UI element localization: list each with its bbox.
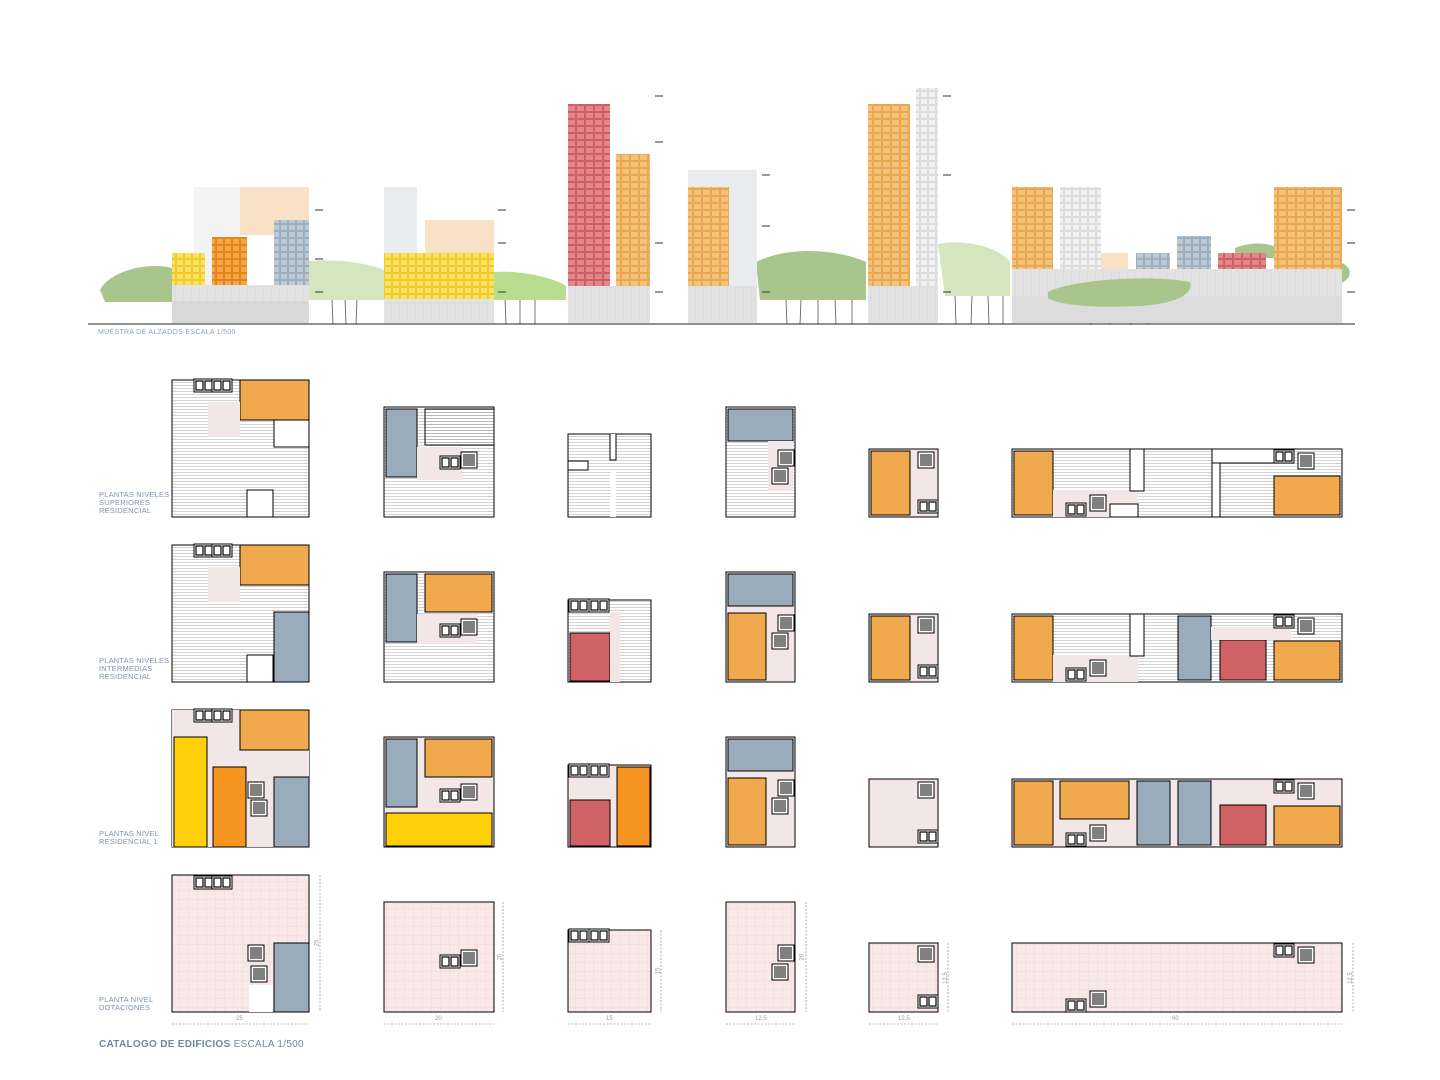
dim-height-1: 25 xyxy=(314,939,321,947)
dimension-lines xyxy=(172,875,1354,1025)
catalog-title-bold: CATALOGO DE EDIFICIOS xyxy=(99,1039,231,1050)
elevation-caption: MUESTRA DE ALZADOS ESCALA 1/500 xyxy=(98,329,236,336)
dim-height-5: 12,5 xyxy=(942,972,949,984)
plan-col4-intermediate xyxy=(725,571,796,683)
dim-width-5: 12,5 xyxy=(898,1016,910,1022)
elevation-sample xyxy=(88,88,1355,325)
plan-col3-facilities xyxy=(567,928,652,1013)
dim-height-4: 20 xyxy=(799,953,806,961)
dim-width-3: 15 xyxy=(606,1016,613,1022)
plan-col6-facilities xyxy=(1011,942,1343,1013)
plan-col2-upper xyxy=(383,406,495,518)
row-label-intermediate: PLANTAS NIVELES INTERMEDIAS RESIDENCIAL xyxy=(99,656,170,682)
plan-col2-res1 xyxy=(383,736,495,848)
dim-height-3: 15 xyxy=(655,967,662,975)
dim-height-6: 12,5 xyxy=(1347,972,1354,984)
plan-col1-intermediate xyxy=(171,543,310,683)
plan-col5-intermediate xyxy=(868,613,939,683)
plan-col4-upper xyxy=(725,406,796,518)
plan-col3-upper xyxy=(567,433,652,518)
dim-width-1: 25 xyxy=(236,1016,243,1022)
row-label-upper: PLANTAS NIVELES SUPERIORES RESIDENCIAL xyxy=(99,490,170,516)
catalog-title: CATALOGO DE EDIFICIOS ESCALA 1/500 xyxy=(99,1039,304,1050)
plan-col3-res1 xyxy=(567,763,652,848)
dim-height-2: 20 xyxy=(497,953,504,961)
dim-width-4: 12,5 xyxy=(755,1016,767,1022)
plan-col2-facilities xyxy=(383,901,495,1013)
dim-width-6: 60 xyxy=(1172,1016,1179,1022)
catalog-title-scale: ESCALA 1/500 xyxy=(233,1039,304,1050)
plan-col4-res1 xyxy=(725,736,796,848)
plan-col2-intermediate xyxy=(383,571,495,683)
plan-col5-res1 xyxy=(868,778,939,848)
plan-col3-intermediate xyxy=(567,598,652,683)
plan-col6-intermediate xyxy=(1011,613,1343,683)
plan-col5-facilities xyxy=(868,942,939,1013)
plan-col4-facilities xyxy=(725,901,796,1013)
row-label-facilities: PLANTA NIVEL DOTACIONES xyxy=(99,995,154,1013)
plan-col1-facilities xyxy=(171,874,310,1013)
row-label-res1: PLANTAS NIVEL RESIDENCIAL 1 xyxy=(99,829,159,847)
plan-col1-upper xyxy=(171,378,310,518)
plan-col5-upper xyxy=(868,448,939,518)
dim-width-2: 20 xyxy=(435,1016,442,1022)
plan-col6-upper xyxy=(1011,448,1343,518)
plan-col1-res1 xyxy=(171,708,310,848)
plan-col6-res1 xyxy=(1011,778,1343,848)
